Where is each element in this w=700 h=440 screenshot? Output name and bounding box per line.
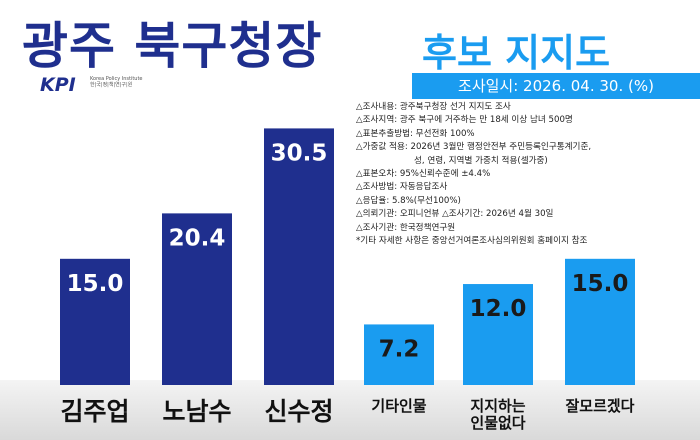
- bar-5: [463, 284, 533, 385]
- value-label-5: 12.0: [470, 296, 527, 322]
- bar-4: [364, 324, 434, 385]
- note-line: 성, 연령, 지역별 가중치 적용(셀가중): [414, 155, 548, 166]
- note-line: △조사내용: 광주북구청장 선거 지지도 조사: [356, 102, 511, 112]
- value-label-3: 30.5: [271, 140, 328, 166]
- logo-org-en: Korea Policy Institute: [90, 76, 143, 82]
- value-label-1: 15.0: [67, 271, 124, 297]
- survey-notes: △조사내용: 광주북구청장 선거 지지도 조사 △조사지역: 광주 북구에 거주…: [356, 101, 696, 248]
- note-line: △의뢰기관: 오피니언뷰 △조사기간: 2026년 4월 30일: [356, 209, 554, 220]
- category-label-5: 지지하는 인물없다: [470, 397, 526, 432]
- category-label-4: 기타인물: [371, 397, 427, 415]
- category-label-3: 신수정: [264, 397, 334, 426]
- page-title: 광주 북구청장: [22, 17, 323, 75]
- note-line: △조사기관: 한국정책연구원: [356, 222, 456, 233]
- note-line: △가중값 적용: 2026년 3월만 행정안전부 주민등록인구통계기준,: [356, 142, 592, 153]
- note-line: *기타 자세한 사항은 중앙선거여론조사심의위원회 홈페이지 참조: [356, 236, 588, 247]
- category-label-1: 김주업: [60, 397, 130, 426]
- note-line: △표본오차: 95%신뢰수준에 ±4.4%: [356, 169, 491, 180]
- value-label-6: 15.0: [572, 271, 629, 297]
- category-label-6: 잘모르겠다: [565, 397, 635, 415]
- logo-org-name: Korea Policy Institute 한|국|정|책|연|구|원: [90, 76, 160, 88]
- bottom-band: [0, 380, 700, 440]
- category-label-2: 노남수: [162, 397, 232, 426]
- note-line: △조사방법: 자동응답조사: [356, 182, 448, 193]
- bar-1: [60, 258, 130, 385]
- note-line: △표본추출방법: 무선전화 100%: [356, 128, 475, 139]
- bar-6: [565, 258, 635, 385]
- note-line: △조사지역: 광주 북구에 거주하는 만 18세 이상 남녀 500명: [356, 115, 573, 126]
- bar-3: [264, 128, 334, 385]
- logo-org-ko: 한|국|정|책|연|구|원: [90, 82, 133, 88]
- value-label-4: 7.2: [379, 336, 420, 362]
- bar-2: [162, 213, 232, 385]
- page-subtitle: 후보 지지도: [422, 31, 611, 75]
- logo-mark: KPI: [40, 74, 76, 96]
- survey-date-banner: 조사일시: 2026. 04. 30. (%): [412, 73, 700, 99]
- note-line: △응답율: 5.8%(무선100%): [356, 195, 461, 206]
- value-label-2: 20.4: [169, 225, 226, 251]
